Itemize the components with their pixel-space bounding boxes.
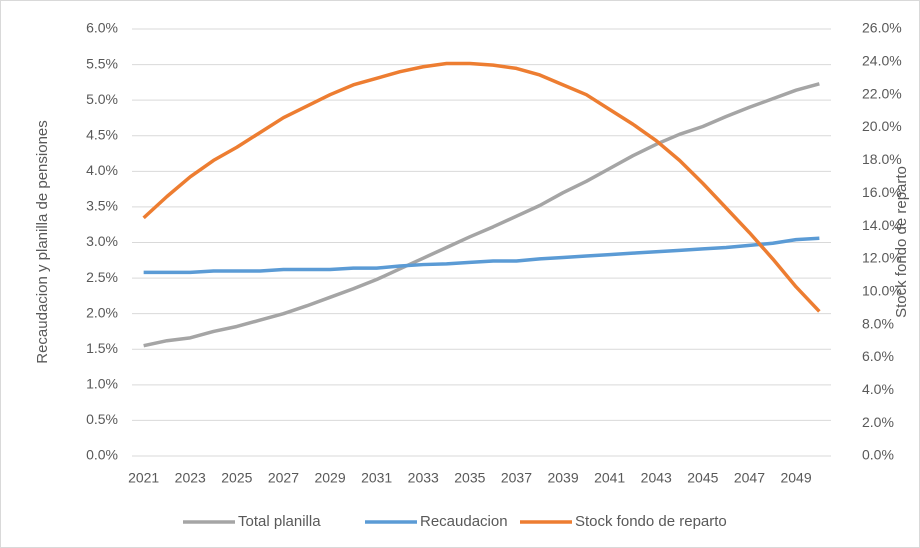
x-tick-label: 2035: [454, 470, 485, 486]
series-line: [143, 236, 820, 275]
y2-tick-label: 24.0%: [862, 53, 902, 69]
y-tick-label: 5.5%: [86, 55, 118, 71]
x-tick-label: 2047: [734, 470, 765, 486]
x-tick-label: 2033: [408, 470, 439, 486]
x-tick-label: 2049: [780, 470, 811, 486]
y2-tick-label: 2.0%: [862, 414, 894, 430]
y2-axis-label: Stock fondo de reparto: [893, 166, 910, 318]
series-line: [142, 61, 821, 313]
x-tick-label: 2043: [641, 470, 672, 486]
x-tick-label: 2027: [268, 470, 299, 486]
y-tick-label: 4.5%: [86, 126, 118, 142]
x-tick-label: 2041: [594, 470, 625, 486]
y-tick-label: 2.0%: [86, 304, 118, 320]
y2-tick-label: 16.0%: [862, 184, 902, 200]
y2-tick-label: 8.0%: [862, 315, 894, 331]
y-tick-label: 1.0%: [86, 376, 118, 392]
y2-tick-label: 12.0%: [862, 250, 902, 266]
y-tick-label: 2.5%: [86, 269, 118, 285]
y-axis-label: Recaudacion y planilla de pensiones: [34, 120, 51, 364]
y-tick-label: 0.5%: [86, 411, 118, 427]
x-tick-label: 2045: [687, 470, 718, 486]
legend-label: Total planilla: [238, 513, 321, 530]
x-tick-label: 2025: [221, 470, 252, 486]
y2-tick-label: 26.0%: [862, 20, 902, 36]
y-tick-label: 0.0%: [86, 447, 118, 463]
y2-tick-label: 22.0%: [862, 85, 902, 101]
y-tick-label: 6.0%: [86, 20, 118, 36]
x-tick-label: 2037: [501, 470, 532, 486]
legend-label: Stock fondo de reparto: [575, 513, 727, 530]
y-tick-label: 4.0%: [86, 162, 118, 178]
x-tick-label: 2023: [175, 470, 206, 486]
x-tick-label: 2029: [314, 470, 345, 486]
y2-tick-label: 14.0%: [862, 217, 902, 233]
x-tick-label: 2039: [547, 470, 578, 486]
y-tick-label: 5.0%: [86, 91, 118, 107]
y-tick-label: 1.5%: [86, 340, 118, 356]
y2-tick-label: 18.0%: [862, 151, 902, 167]
y2-tick-label: 20.0%: [862, 118, 902, 134]
y-tick-label: 3.5%: [86, 198, 118, 214]
y2-tick-label: 6.0%: [862, 348, 894, 364]
x-tick-label: 2031: [361, 470, 392, 486]
y2-tick-label: 0.0%: [862, 447, 894, 463]
y2-tick-label: 4.0%: [862, 381, 894, 397]
x-tick-label: 2021: [128, 470, 159, 486]
y-tick-label: 3.0%: [86, 233, 118, 249]
series-line: [143, 82, 820, 348]
legend-label: Recaudacion: [420, 513, 508, 530]
y2-tick-label: 10.0%: [862, 282, 902, 298]
